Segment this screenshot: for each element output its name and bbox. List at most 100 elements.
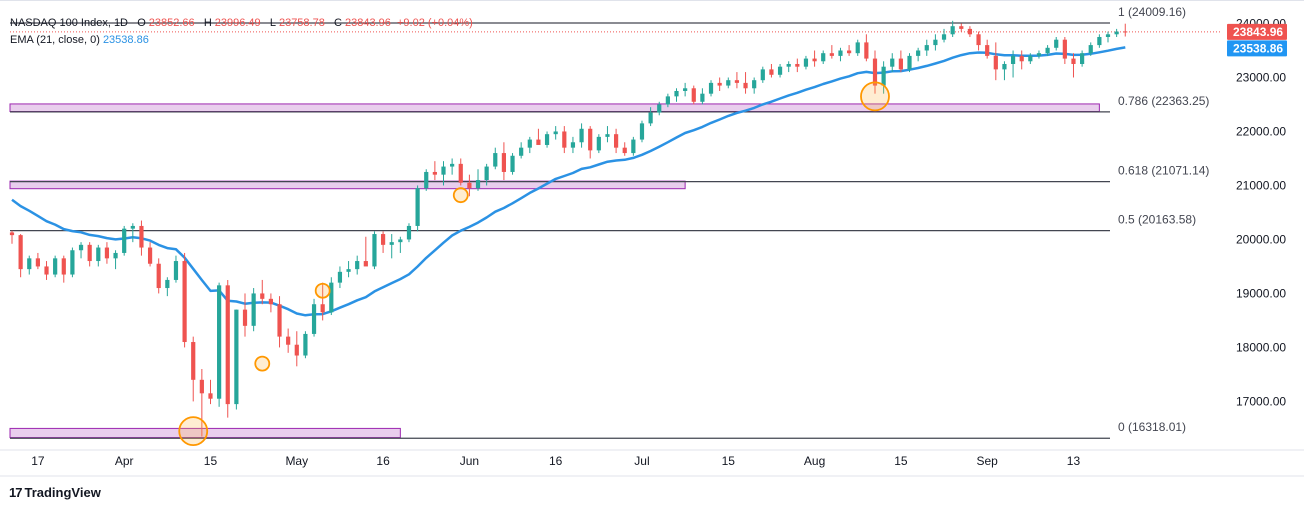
candle-body	[53, 258, 58, 275]
candle-body	[933, 39, 938, 46]
symbol-label[interactable]: NASDAQ 100 Index, 1D	[10, 17, 129, 29]
candle-body	[596, 136, 601, 151]
candle-body	[311, 304, 317, 334]
candle-body	[510, 155, 515, 172]
candle-body	[467, 182, 472, 189]
candle	[734, 72, 740, 89]
candle	[87, 242, 92, 267]
candle	[35, 252, 40, 270]
candle	[967, 26, 973, 37]
candle-body	[976, 34, 981, 46]
candle-body	[372, 234, 377, 267]
candle	[743, 72, 748, 94]
candle	[683, 82, 688, 97]
candle	[311, 298, 317, 337]
candle-body	[1071, 58, 1076, 64]
low-label: L	[269, 17, 276, 29]
candle	[156, 258, 161, 294]
candle-body	[130, 225, 135, 229]
candle-body	[657, 104, 662, 113]
candle-body	[294, 344, 299, 356]
tradingview-brand[interactable]: 17 TradingView	[9, 485, 101, 500]
candle-body	[398, 239, 403, 243]
candle	[657, 101, 662, 116]
candle-body	[622, 147, 627, 154]
candle	[1071, 53, 1076, 78]
candle	[242, 293, 248, 337]
candle-body	[268, 298, 273, 305]
candle-body	[752, 80, 757, 89]
candle	[855, 39, 860, 56]
candle-body	[786, 63, 791, 67]
candle	[959, 23, 964, 32]
supply-demand-zones	[9, 103, 1100, 439]
candle-body	[890, 58, 895, 67]
candle	[916, 47, 921, 62]
candle-body	[139, 225, 144, 248]
candle	[786, 61, 791, 73]
candlesticks[interactable]	[9, 20, 1128, 437]
candle	[924, 39, 929, 56]
candle-body	[691, 88, 696, 102]
candle	[182, 252, 187, 348]
candle-body	[588, 128, 593, 151]
candle	[1088, 42, 1093, 56]
candle-body	[1123, 31, 1128, 33]
candle	[130, 223, 135, 243]
candle	[1002, 61, 1007, 81]
candle	[700, 88, 705, 105]
candle-body	[1028, 55, 1033, 62]
candle-body	[182, 261, 187, 343]
candle-body	[406, 225, 412, 240]
candle-body	[199, 379, 204, 394]
candle	[812, 50, 817, 67]
candle	[27, 255, 32, 275]
candle	[708, 80, 714, 97]
candle-body	[61, 258, 66, 275]
candle-body	[1010, 55, 1016, 64]
candle	[864, 34, 869, 62]
last-price-badge-bg	[1227, 23, 1287, 40]
candle-body	[579, 128, 584, 143]
candle	[346, 261, 351, 278]
candle-body	[501, 153, 507, 172]
candle-body	[700, 93, 705, 102]
candle-body	[18, 235, 23, 270]
candle	[622, 142, 627, 156]
y-tick-label-0: 17000.00	[1236, 394, 1286, 408]
candle	[821, 50, 826, 64]
candle-body	[44, 266, 49, 275]
candle-body	[424, 171, 429, 189]
candle-body	[441, 166, 446, 175]
fibonacci-levels: 1 (24009.16) 0.786 (22363.25) 0.618 (21071…	[10, 5, 1220, 439]
y-tick-label-6: 23000.00	[1236, 70, 1286, 84]
candle	[596, 134, 601, 154]
candle-body	[320, 304, 325, 313]
candle	[432, 161, 437, 181]
candle	[795, 58, 800, 73]
price-axis[interactable]: 17000.00 18000.00 19000.00 20000.00 21000.00…	[1227, 16, 1287, 408]
ema-legend[interactable]: EMA (21, close, 0) 23538.86	[10, 33, 149, 47]
candle	[639, 120, 645, 143]
candle	[268, 293, 273, 313]
candle-body	[363, 261, 368, 267]
fib-label-0: 1 (24009.16)	[1118, 5, 1186, 19]
candle-body	[165, 279, 170, 289]
candle	[415, 185, 420, 232]
candle	[61, 255, 66, 283]
candle-body	[985, 45, 990, 56]
candle-body	[96, 247, 101, 262]
candle	[286, 328, 291, 353]
candle-body	[803, 58, 809, 67]
candle-body	[665, 96, 670, 105]
candle	[1062, 36, 1067, 64]
x-tick-label-6: 16	[549, 454, 563, 468]
candle	[553, 126, 558, 140]
candle-body	[812, 58, 817, 62]
candle	[450, 158, 455, 175]
time-axis[interactable]: 17 Apr 15 May 16 Jun 16 Jul 15 Aug 15 Sep 13	[31, 454, 1080, 468]
candle	[1019, 50, 1024, 70]
zone-2	[9, 103, 1100, 112]
candle-body	[950, 26, 955, 35]
